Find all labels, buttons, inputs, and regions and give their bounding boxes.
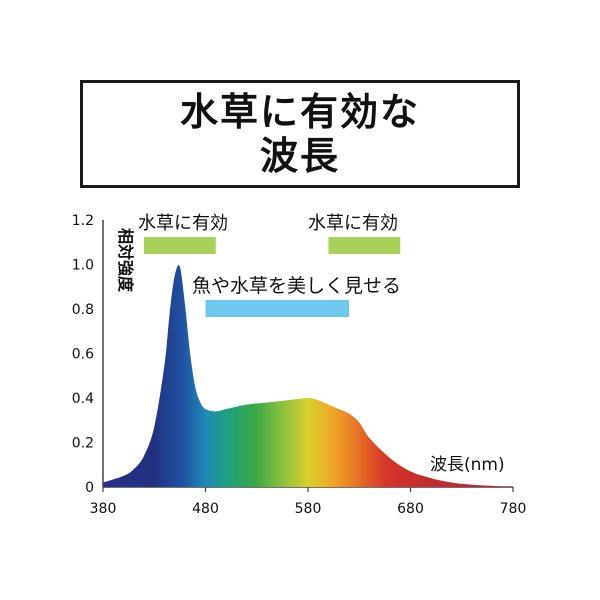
spectrum-area: [103, 264, 513, 487]
title-box: 水草に有効な 波長: [80, 80, 520, 188]
annotation-bar: [144, 237, 216, 254]
x-tick-label: 380: [90, 501, 117, 517]
annotation-bar: [328, 237, 401, 254]
y-tick-label: 1.2: [72, 213, 94, 229]
y-axis-label: 相対強度: [116, 228, 135, 293]
annotation-label: 水草に有効: [138, 213, 228, 234]
x-tick-label: 780: [500, 501, 527, 517]
y-tick-label: 1.0: [72, 258, 94, 274]
title-line-2: 波長: [259, 134, 340, 178]
annotation-bar: [205, 300, 349, 317]
y-tick-label: 0.6: [72, 347, 94, 363]
x-tick-label: 680: [397, 501, 424, 517]
annotation-label: 水草に有効: [308, 213, 398, 234]
y-tick-label: 0.2: [72, 436, 94, 452]
y-tick-label: 0: [85, 480, 94, 496]
y-tick-label: 0.4: [72, 391, 94, 407]
title-line-1: 水草に有効な: [179, 90, 420, 134]
annotation-label: 魚や水草を美しく見せる: [192, 275, 401, 297]
x-tick-label: 480: [192, 501, 219, 517]
y-tick-label: 0.8: [72, 302, 94, 318]
x-axis-label: 波長(nm): [430, 455, 505, 475]
x-tick-label: 580: [295, 501, 322, 517]
